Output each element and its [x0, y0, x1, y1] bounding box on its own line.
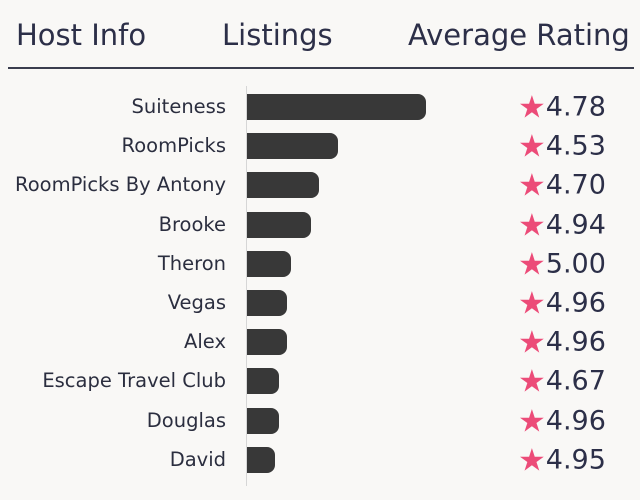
listings-bar	[247, 446, 275, 473]
average-rating: ★4.70	[518, 167, 606, 204]
host-name-label: Brooke	[158, 212, 226, 236]
star-icon: ★	[518, 167, 546, 204]
listings-bar	[247, 290, 287, 316]
average-rating: ★4.67	[518, 363, 606, 400]
listings-bar	[247, 250, 291, 277]
average-rating: ★4.96	[518, 324, 606, 361]
table-row: Douglas ★4.96	[0, 404, 640, 444]
host-name-label: Escape Travel Club	[42, 369, 226, 393]
star-icon: ★	[518, 403, 546, 440]
host-name-label: Theron	[157, 251, 226, 275]
table-row: Vegas ★4.96	[0, 285, 640, 326]
table-row: Alex ★4.96	[0, 324, 640, 365]
listings-bar	[247, 407, 279, 434]
listings-bar	[247, 211, 311, 238]
host-name-label: Douglas	[146, 408, 226, 432]
table-row: Suiteness ★4.78	[0, 89, 640, 130]
table-row: Escape Travel Club ★4.67	[0, 363, 640, 404]
star-icon: ★	[518, 363, 546, 400]
star-icon: ★	[518, 442, 546, 479]
star-icon: ★	[518, 89, 546, 126]
rating-value: 4.67	[545, 365, 606, 397]
star-icon: ★	[518, 128, 546, 165]
host-name-label: RoomPicks By Antony	[15, 173, 226, 197]
average-rating: ★4.96	[518, 404, 606, 438]
listings-bar	[247, 172, 319, 199]
average-rating: ★4.96	[518, 285, 606, 322]
rating-value: 4.53	[545, 130, 606, 162]
listings-bar	[247, 329, 287, 356]
table-row: RoomPicks By Antony ★4.70	[0, 167, 640, 208]
host-name-label: Vegas	[167, 291, 226, 314]
listings-column-header: Listings	[222, 18, 333, 52]
average-rating-column-header: Average Rating	[408, 18, 630, 52]
listings-bar	[247, 133, 339, 160]
star-icon: ★	[518, 285, 546, 322]
star-icon: ★	[518, 207, 546, 244]
rating-value: 4.94	[545, 209, 606, 241]
table-row: David ★4.95	[0, 443, 640, 483]
star-icon: ★	[518, 324, 546, 361]
rating-value: 4.78	[545, 91, 606, 123]
table-row: Theron ★5.00	[0, 247, 640, 287]
table-row: RoomPicks ★4.53	[0, 128, 640, 169]
average-rating: ★4.53	[518, 128, 606, 165]
rating-value: 4.96	[545, 326, 606, 358]
rating-value: 4.96	[545, 287, 606, 319]
table-row: Brooke ★4.94	[0, 208, 640, 248]
host-name-label: RoomPicks	[121, 134, 226, 158]
bar-baseline	[246, 86, 247, 486]
average-rating: ★4.95	[518, 443, 606, 477]
table-header: Host Info Listings Average Rating	[0, 0, 640, 69]
listings-bar	[247, 368, 279, 395]
host-name-label: Alex	[184, 330, 226, 354]
average-rating: ★4.94	[518, 208, 606, 242]
average-rating: ★5.00	[518, 247, 606, 281]
header-divider	[8, 67, 634, 69]
rating-value: 4.70	[545, 169, 606, 201]
rating-value: 4.96	[545, 405, 606, 437]
rating-value: 5.00	[545, 248, 606, 280]
host-info-column-header: Host Info	[16, 18, 147, 52]
listings-bar	[247, 94, 426, 120]
average-rating: ★4.78	[518, 89, 606, 126]
star-icon: ★	[518, 246, 546, 283]
host-name-label: David	[169, 447, 226, 471]
host-name-label: Suiteness	[131, 95, 226, 118]
rating-value: 4.95	[545, 444, 606, 476]
